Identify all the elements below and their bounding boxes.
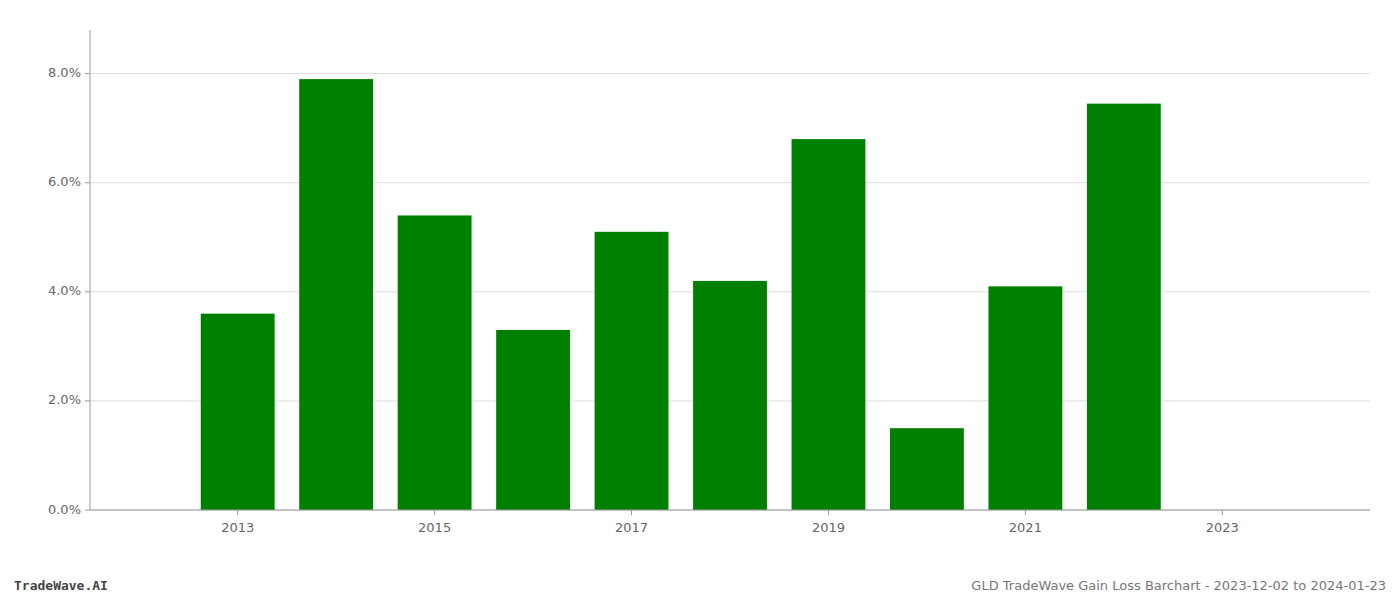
- y-axis-line: [90, 30, 91, 510]
- grid-line: [90, 182, 1370, 183]
- x-tick-label: 2015: [418, 520, 451, 535]
- bar: [201, 314, 275, 510]
- x-tick-label: 2021: [1009, 520, 1042, 535]
- x-axis-line: [90, 510, 1370, 511]
- bar: [595, 232, 669, 510]
- x-tick: [434, 510, 435, 515]
- x-tick-label: 2019: [812, 520, 845, 535]
- y-tick: [85, 182, 90, 183]
- x-tick-label: 2023: [1206, 520, 1239, 535]
- footer-left: TradeWave.AI: [14, 578, 108, 593]
- chart-svg: 0.0% 2.0% 4.0% 6.0% 8.0% 2013 2015 2017 2019 2021…: [0, 0, 1400, 600]
- y-tick-label: 6.0%: [48, 174, 81, 189]
- y-axis: 0.0% 2.0% 4.0% 6.0% 8.0%: [48, 65, 90, 516]
- x-tick: [1025, 510, 1026, 515]
- y-tick: [85, 291, 90, 292]
- bar: [890, 428, 964, 510]
- footer-right: GLD TradeWave Gain Loss Barchart - 2023-…: [971, 578, 1386, 593]
- bar: [988, 286, 1062, 510]
- grid-line: [90, 510, 1370, 511]
- bar: [299, 79, 373, 510]
- y-tick: [85, 510, 90, 511]
- bar: [792, 139, 866, 510]
- x-axis: 2013 2015 2017 2019 2021 2023: [221, 510, 1239, 535]
- y-tick-label: 4.0%: [48, 283, 81, 298]
- x-tick-label: 2017: [615, 520, 648, 535]
- y-tick: [85, 73, 90, 74]
- bar: [398, 215, 472, 510]
- background: [0, 0, 1400, 600]
- x-tick: [631, 510, 632, 515]
- y-tick-label: 2.0%: [48, 392, 81, 407]
- x-tick-label: 2013: [221, 520, 254, 535]
- bar: [693, 281, 767, 510]
- x-tick: [237, 510, 238, 515]
- y-tick-label: 8.0%: [48, 65, 81, 80]
- grid-line: [90, 73, 1370, 74]
- bar: [1087, 104, 1161, 510]
- y-tick-label: 0.0%: [48, 502, 81, 517]
- chart-container: 0.0% 2.0% 4.0% 6.0% 8.0% 2013 2015 2017 2019 2021…: [0, 0, 1400, 600]
- x-tick: [1222, 510, 1223, 515]
- y-grid: [90, 74, 1370, 510]
- bar: [496, 330, 570, 510]
- bars: [201, 79, 1161, 510]
- x-tick: [828, 510, 829, 515]
- y-tick: [85, 400, 90, 401]
